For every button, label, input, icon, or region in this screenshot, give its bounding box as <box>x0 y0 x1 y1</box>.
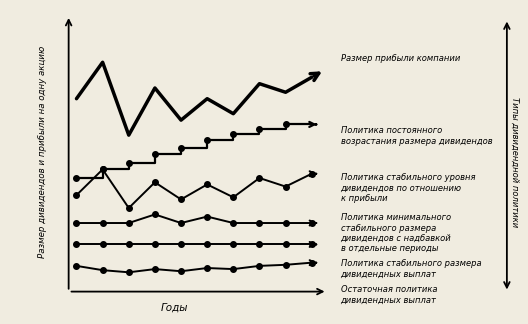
Text: Политика стабильного уровня
дивидендов по отношению
к прибыли: Политика стабильного уровня дивидендов п… <box>341 173 475 203</box>
Text: Размер прибыли компании: Размер прибыли компании <box>341 54 460 63</box>
Text: Годы: Годы <box>161 303 188 313</box>
Text: Политика стабильного размера
дивидендных выплат: Политика стабильного размера дивидендных… <box>341 259 481 279</box>
Text: Остаточная политика
дивидендных выплат: Остаточная политика дивидендных выплат <box>341 285 437 305</box>
Text: Политика минимального
стабильного размера
дивидендов с надбавкой
в отдельные пер: Политика минимального стабильного размер… <box>341 213 451 253</box>
Text: Размер дивидендов и прибыли на одну акцию: Размер дивидендов и прибыли на одну акци… <box>37 46 47 259</box>
Text: Политика постоянного
возрастания размера дивидендов: Политика постоянного возрастания размера… <box>341 126 492 146</box>
Text: Типы дивидендной политики: Типы дивидендной политики <box>510 97 520 227</box>
